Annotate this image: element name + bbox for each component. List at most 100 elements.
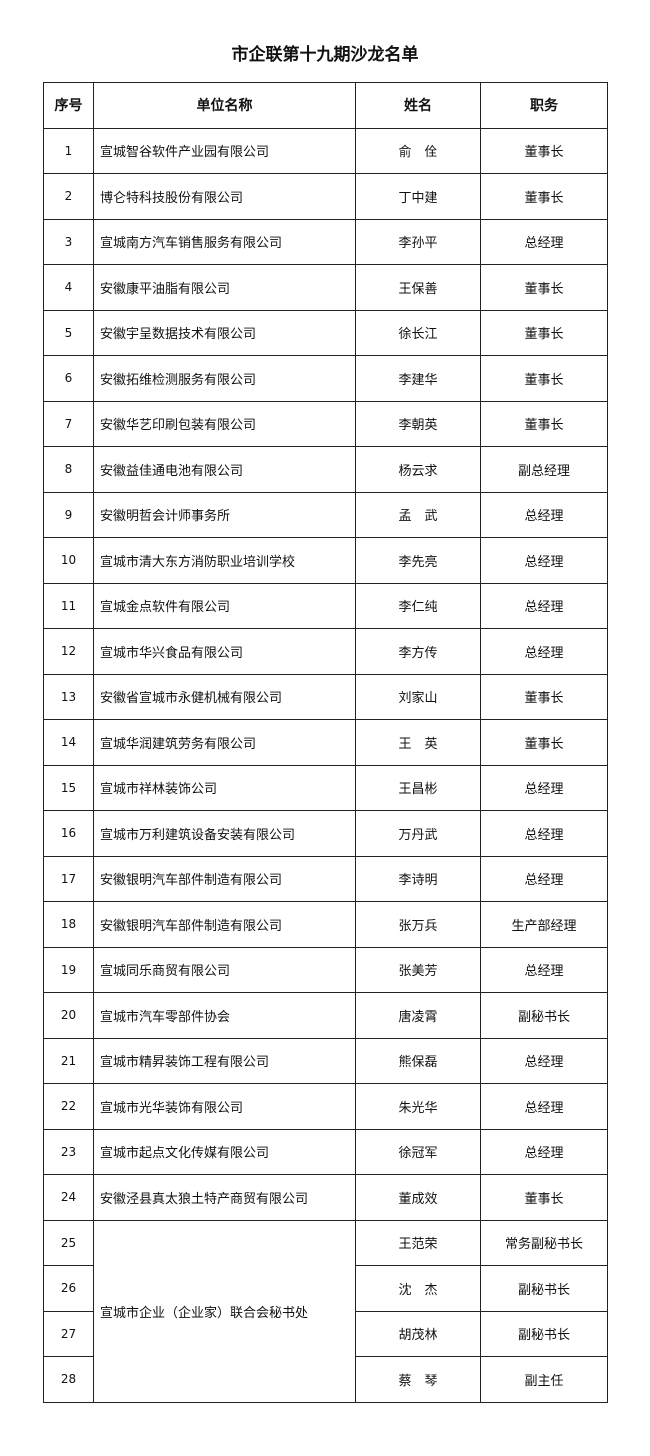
person-position: 总经理 (480, 491, 608, 538)
page-title: 市企联第十九期沙龙名单 (231, 45, 419, 65)
row-number: 24 (43, 1174, 94, 1221)
table-row: 20 宣城市汽车零部件协会 唐凌霄 副秘书长 (43, 992, 608, 1039)
row-number: 13 (43, 673, 94, 720)
header-number: 序号 (43, 82, 94, 129)
row-number: 17 (43, 855, 94, 902)
row-number: 27 (43, 1310, 94, 1357)
person-position: 生产部经理 (480, 901, 608, 948)
person-name: 蔡 琴 (355, 1356, 481, 1403)
table-body: 1 宣城智谷软件产业园有限公司俞 佺董事长 2 博仑特科技股份有限公司 丁中建 董事长 3 宣… (43, 127, 608, 1403)
row-number: 25 (43, 1219, 94, 1266)
person-name: 刘家山 (355, 673, 481, 720)
person-name: 孟 武 (355, 491, 481, 538)
company-name: 安徽银明汽车部件制造有限公司 (93, 855, 356, 902)
person-name: 李朝英 (355, 400, 481, 447)
row-number: 7 (43, 400, 94, 447)
row-number: 12 (43, 628, 94, 675)
person-position: 董事长 (480, 673, 608, 720)
company-name: 宣城市光华装饰有限公司 (93, 1083, 356, 1130)
row-number: 14 (43, 719, 94, 766)
person-position: 总经理 (480, 764, 608, 811)
row-number: 26 (43, 1265, 94, 1312)
header-company: 单位名称 (93, 82, 356, 129)
row-number: 15 (43, 764, 94, 811)
company-name: 宣城市万利建筑设备安装有限公司 (93, 810, 356, 857)
person-name: 万丹武 (355, 810, 481, 857)
row-number: 23 (43, 1128, 94, 1175)
person-position: 总经理 (480, 1037, 608, 1084)
row-number: 9 (43, 491, 94, 538)
table-row: 11 宣城金点软件有限公司 李仁纯 总经理 (43, 582, 608, 629)
table-row: 18 安徽银明汽车部件制造有限公司 张万兵 生产部经理 (43, 901, 608, 948)
person-position: 董事长 (480, 400, 608, 447)
table-row: 23 宣城市起点文化传媒有限公司 徐冠军 总经理 (43, 1128, 608, 1175)
table-row: 8 安徽益佳通电池有限公司 杨云求 副总经理 (43, 446, 608, 493)
company-name: 安徽康平油脂有限公司 (93, 264, 356, 311)
table-row: 6 安徽拓维检测服务有限公司 李建华 董事长 (43, 355, 608, 402)
row-number: 4 (43, 264, 94, 311)
person-name: 丁中建 (355, 173, 481, 220)
row-number: 3 (43, 218, 94, 265)
table-row: 17 安徽银明汽车部件制造有限公司 李诗明 总经理 (43, 855, 608, 902)
person-name: 徐冠军 (355, 1128, 481, 1175)
person-position: 董事长 (480, 309, 608, 356)
person-name: 李孙平 (355, 218, 481, 265)
table-row: 16 宣城市万利建筑设备安装有限公司 万丹武 总经理 (43, 810, 608, 857)
table-row: 9 安徽明哲会计师事务所孟 武总经理 (43, 491, 608, 538)
row-number: 16 (43, 810, 94, 857)
company-name: 宣城市精昇装饰工程有限公司 (93, 1037, 356, 1084)
person-name: 王昌彬 (355, 764, 481, 811)
company-name: 安徽泾县真太狼土特产商贸有限公司 (93, 1174, 356, 1221)
company-name: 宣城市汽车零部件协会 (93, 992, 356, 1039)
company-name: 安徽华艺印刷包装有限公司 (93, 400, 356, 447)
company-name: 安徽省宣城市永健机械有限公司 (93, 673, 356, 720)
row-number: 2 (43, 173, 94, 220)
person-position: 副秘书长 (480, 1265, 608, 1312)
person-position: 总经理 (480, 628, 608, 675)
row-number: 22 (43, 1083, 94, 1130)
row-number: 8 (43, 446, 94, 493)
person-position: 副总经理 (480, 446, 608, 493)
company-name: 宣城同乐商贸有限公司 (93, 946, 356, 993)
person-name: 王 英 (355, 719, 481, 766)
row-number: 28 (43, 1356, 94, 1403)
row-number: 19 (43, 946, 94, 993)
header-position: 职务 (480, 82, 608, 129)
company-name: 博仑特科技股份有限公司 (93, 173, 356, 220)
company-name: 宣城市清大东方消防职业培训学校 (93, 537, 356, 584)
person-position: 董事长 (480, 355, 608, 402)
person-position: 董事长 (480, 1174, 608, 1221)
person-position: 总经理 (480, 810, 608, 857)
person-name: 李诗明 (355, 855, 481, 902)
person-name: 杨云求 (355, 446, 481, 493)
company-name: 宣城南方汽车销售服务有限公司 (93, 218, 356, 265)
table-row: 24 安徽泾县真太狼土特产商贸有限公司 董成效 董事长 (43, 1174, 608, 1221)
person-name: 王范荣 (355, 1219, 481, 1266)
person-position: 董事长 (480, 264, 608, 311)
roster-table: 序号 单位名称 姓名 职务 1 宣城智谷软件产业园有限公司俞 佺董事长 2 博仑特科技… (43, 82, 608, 1403)
table-row: 22 宣城市光华装饰有限公司 朱光华 总经理 (43, 1083, 608, 1130)
row-number: 10 (43, 537, 94, 584)
person-name: 胡茂林 (355, 1310, 481, 1357)
table-row: 4 安徽康平油脂有限公司 王保善 董事长 (43, 264, 608, 311)
person-name: 李先亮 (355, 537, 481, 584)
person-name: 张万兵 (355, 901, 481, 948)
person-position: 副主任 (480, 1356, 608, 1403)
person-name: 徐长江 (355, 309, 481, 356)
person-position: 总经理 (480, 218, 608, 265)
row-number: 6 (43, 355, 94, 402)
person-name: 张美芳 (355, 946, 481, 993)
table-header-row: 序号 单位名称 姓名 职务 (43, 82, 608, 129)
row-number: 18 (43, 901, 94, 948)
company-name: 安徽拓维检测服务有限公司 (93, 355, 356, 402)
row-number: 5 (43, 309, 94, 356)
person-name: 熊保磊 (355, 1037, 481, 1084)
row-number: 20 (43, 992, 94, 1039)
company-name: 安徽明哲会计师事务所 (93, 491, 356, 538)
company-name: 安徽银明汽车部件制造有限公司 (93, 901, 356, 948)
table-row: 14 宣城华润建筑劳务有限公司王 英董事长 (43, 719, 608, 766)
table-row: 28 蔡 琴副主任 (43, 1356, 608, 1403)
company-name: 宣城市祥林装饰公司 (93, 764, 356, 811)
person-name: 唐凌霄 (355, 992, 481, 1039)
table-row: 19 宣城同乐商贸有限公司 张美芳 总经理 (43, 946, 608, 993)
